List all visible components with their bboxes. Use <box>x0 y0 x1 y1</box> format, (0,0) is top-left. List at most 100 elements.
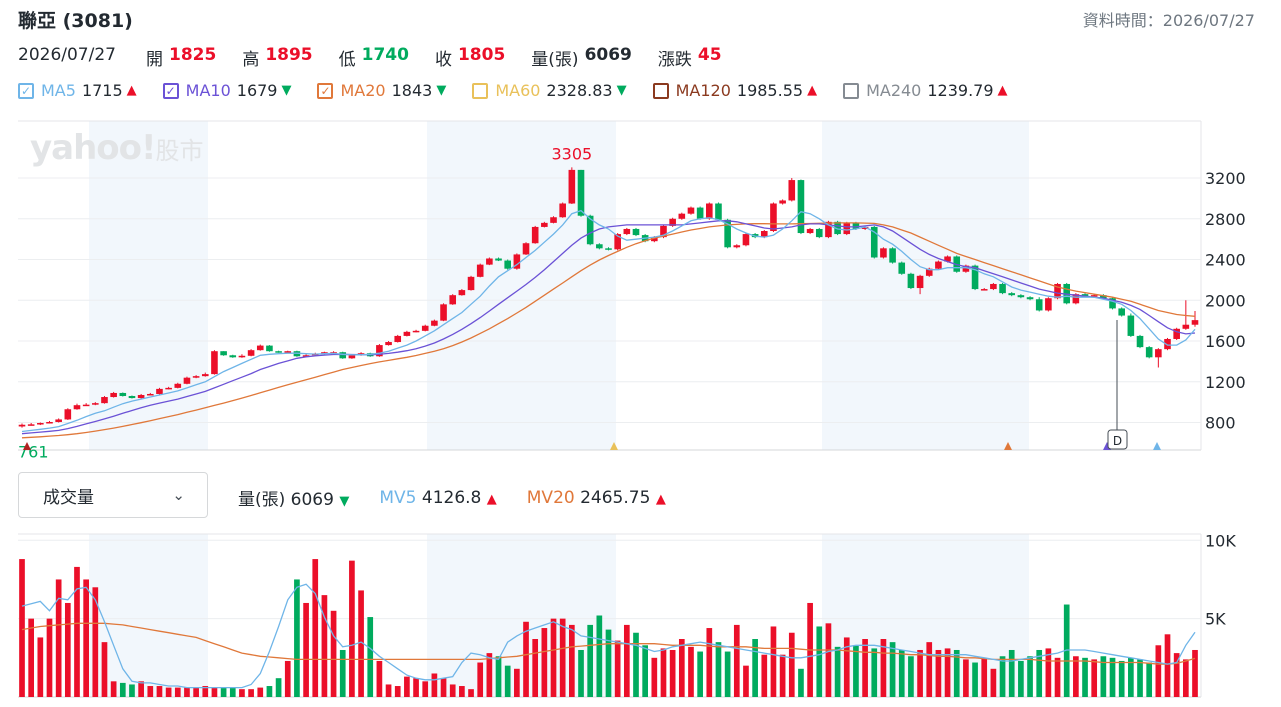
candle <box>449 295 457 305</box>
ma-value: 1679 <box>236 81 278 100</box>
volume-bar <box>550 618 557 697</box>
volume-bar <box>1192 649 1198 697</box>
checkbox-icon[interactable] <box>843 82 860 99</box>
volume-bar <box>330 610 337 697</box>
candle <box>431 320 438 326</box>
ma-legend-item[interactable]: ✓ MA5 1715 ▲ <box>18 81 137 100</box>
ma-name: MA240 <box>866 81 922 100</box>
min-price-label: 761 <box>18 443 49 462</box>
volume-bar <box>541 628 548 697</box>
ma-legend-item[interactable]: ✓ MA10 1679 ▼ <box>162 81 291 100</box>
volume-bar <box>770 626 777 697</box>
ma-legend-item[interactable]: MA120 1985.55 ▲ <box>652 81 817 100</box>
volume-bar <box>312 559 319 697</box>
volume-bar <box>321 595 328 697</box>
checkbox-icon[interactable] <box>472 82 489 99</box>
candle <box>614 234 621 250</box>
candle <box>898 262 906 274</box>
volume-bar <box>422 681 429 697</box>
direction-icon: ▲ <box>655 491 666 507</box>
event-marker-icon <box>1004 442 1012 450</box>
ma-legend-item[interactable]: ✓ MA20 1843 ▼ <box>317 81 446 100</box>
volume-bar <box>92 587 99 697</box>
direction-icon: ▲ <box>997 83 1008 98</box>
volume-label: 量(張) <box>531 50 579 70</box>
quote-date: 2026/07/27 <box>18 45 116 65</box>
chevron-down-icon: ⌄ <box>172 486 185 504</box>
mv5-label: MV5 <box>379 487 417 508</box>
volume-bar <box>184 687 190 697</box>
candle <box>321 352 328 354</box>
candle <box>797 180 805 234</box>
volume-bar <box>559 618 566 697</box>
volume-bar <box>761 654 768 697</box>
volume-bar <box>843 637 850 697</box>
candle <box>733 245 741 248</box>
ma-legend-item[interactable]: MA240 1239.79 ▲ <box>843 81 1008 100</box>
candle <box>137 394 145 399</box>
volume-bar <box>229 687 236 697</box>
candle <box>1145 347 1153 358</box>
checkbox-icon[interactable]: ✓ <box>317 82 334 99</box>
event-marker-icon <box>1153 442 1161 450</box>
checkbox-icon[interactable]: ✓ <box>162 82 179 99</box>
volume-bar <box>889 642 896 697</box>
candle <box>678 213 686 219</box>
candle <box>806 228 814 234</box>
candle <box>815 228 823 238</box>
candle <box>476 264 484 277</box>
candle <box>916 275 924 289</box>
candle <box>238 355 246 358</box>
y-tick-label: 3200 <box>1205 169 1246 188</box>
volume-bar <box>101 642 108 697</box>
y-tick-label: 1200 <box>1205 373 1246 392</box>
candle <box>1191 320 1199 325</box>
data-time-label: 資料時間：2026/07/27 <box>1082 11 1255 30</box>
volume-bar <box>1045 648 1052 697</box>
candle <box>1164 338 1171 350</box>
candle <box>128 396 136 399</box>
volume-bar <box>697 651 703 697</box>
candle <box>706 203 713 219</box>
volume-bar <box>394 686 401 697</box>
candle <box>1155 349 1162 358</box>
volume-bar <box>990 668 997 697</box>
candle <box>18 424 26 427</box>
volume-bar <box>1091 659 1098 697</box>
volume-bar <box>688 646 694 697</box>
volume-bar <box>138 681 144 697</box>
candle <box>760 231 768 238</box>
volume-bar <box>514 668 520 697</box>
ma-name: MA20 <box>340 81 386 100</box>
volume-bar <box>367 617 374 697</box>
direction-icon: ▼ <box>436 83 447 98</box>
checkbox-icon[interactable] <box>652 82 669 99</box>
volume-bar <box>431 673 438 697</box>
volume-bar <box>798 668 804 697</box>
indicator-select[interactable]: 成交量 ⌄ <box>18 472 208 518</box>
candle <box>412 330 420 333</box>
indicator-select-value: 成交量 <box>43 487 94 508</box>
ma-value: 2328.83 <box>546 81 613 100</box>
candle <box>192 376 200 378</box>
ma-legend-item[interactable]: MA60 2328.83 ▼ <box>472 81 627 100</box>
candle <box>302 355 310 357</box>
logo-text: yahoo! <box>30 128 157 168</box>
volume-bar <box>935 649 942 697</box>
volume-bar <box>816 626 823 697</box>
volume-bar <box>569 624 575 697</box>
volume-bar <box>669 649 676 697</box>
candle <box>339 352 347 359</box>
volume-bar <box>1109 657 1116 697</box>
volume-bar <box>1155 645 1162 697</box>
candle <box>586 215 594 245</box>
y-tick-label: 1600 <box>1205 332 1246 351</box>
open-value: 1825 <box>168 45 217 65</box>
volume-bar <box>871 648 878 697</box>
checkbox-icon[interactable]: ✓ <box>18 82 34 99</box>
candle <box>999 283 1006 294</box>
candle <box>165 387 172 390</box>
direction-icon: ▲ <box>486 491 497 507</box>
volume-bar <box>165 687 172 697</box>
